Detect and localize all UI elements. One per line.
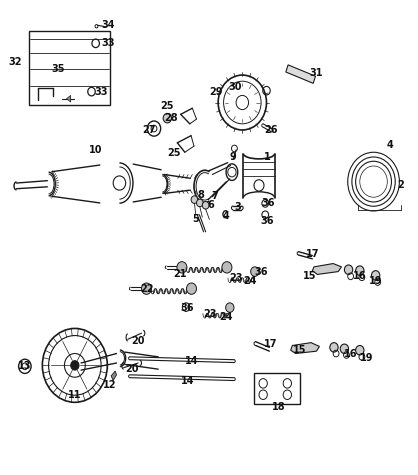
Text: 25: 25 <box>167 148 180 158</box>
Text: 26: 26 <box>265 124 278 134</box>
Circle shape <box>142 283 151 294</box>
Text: 16: 16 <box>353 271 367 281</box>
Text: 4: 4 <box>387 140 394 150</box>
Text: 28: 28 <box>164 113 178 123</box>
Text: 14: 14 <box>181 376 194 386</box>
Circle shape <box>226 303 234 313</box>
Text: 27: 27 <box>142 124 155 134</box>
Text: 36: 36 <box>261 199 275 209</box>
Polygon shape <box>66 95 71 102</box>
Circle shape <box>356 345 364 355</box>
Text: 18: 18 <box>272 402 286 412</box>
Circle shape <box>191 196 198 203</box>
Text: 19: 19 <box>360 353 373 363</box>
Circle shape <box>71 361 79 370</box>
Text: 13: 13 <box>18 361 32 371</box>
Circle shape <box>356 266 364 275</box>
Polygon shape <box>312 264 342 275</box>
Text: 17: 17 <box>264 339 278 349</box>
Text: 23: 23 <box>229 273 243 283</box>
Text: 5: 5 <box>192 214 199 224</box>
Text: 34: 34 <box>102 20 115 30</box>
Circle shape <box>344 265 353 275</box>
Text: 3: 3 <box>235 202 242 212</box>
Text: 10: 10 <box>89 145 102 155</box>
Text: 33: 33 <box>94 86 107 96</box>
Text: 15: 15 <box>293 345 306 355</box>
Text: 20: 20 <box>131 336 145 346</box>
Text: 24: 24 <box>243 276 257 286</box>
Text: 36: 36 <box>260 216 274 226</box>
Circle shape <box>163 114 171 123</box>
Text: 36: 36 <box>181 303 194 313</box>
Text: 8: 8 <box>197 190 204 200</box>
Text: 17: 17 <box>306 249 319 259</box>
Circle shape <box>177 262 187 273</box>
Text: 20: 20 <box>125 364 139 374</box>
Text: 25: 25 <box>160 101 173 111</box>
Text: 11: 11 <box>68 390 82 400</box>
Text: 31: 31 <box>310 67 323 78</box>
Circle shape <box>196 199 203 207</box>
Polygon shape <box>286 65 316 83</box>
Text: 21: 21 <box>173 269 186 279</box>
Text: 22: 22 <box>140 284 153 294</box>
Text: 2: 2 <box>397 180 404 190</box>
Circle shape <box>202 201 209 209</box>
Text: 1: 1 <box>264 152 271 162</box>
Circle shape <box>251 267 259 276</box>
Text: 14: 14 <box>185 356 198 366</box>
Text: 16: 16 <box>344 349 357 359</box>
Text: 7: 7 <box>212 191 219 201</box>
Text: 19: 19 <box>369 276 382 286</box>
Circle shape <box>372 271 380 280</box>
Polygon shape <box>291 342 319 353</box>
Circle shape <box>222 262 232 273</box>
Bar <box>29 31 110 105</box>
Circle shape <box>340 344 349 353</box>
Text: 4: 4 <box>222 211 229 221</box>
Polygon shape <box>111 371 117 380</box>
Circle shape <box>330 342 338 352</box>
Text: 24: 24 <box>219 312 232 322</box>
Text: 30: 30 <box>228 82 242 92</box>
Bar <box>254 373 300 404</box>
Circle shape <box>186 283 196 294</box>
Text: 29: 29 <box>210 86 223 96</box>
Text: 36: 36 <box>254 266 268 276</box>
Text: 9: 9 <box>230 152 237 162</box>
Text: 32: 32 <box>8 57 22 67</box>
Text: 35: 35 <box>51 65 65 75</box>
Text: 6: 6 <box>208 200 214 210</box>
Text: 23: 23 <box>203 309 217 319</box>
Text: 12: 12 <box>103 380 117 390</box>
Text: 15: 15 <box>303 271 316 281</box>
Text: 33: 33 <box>102 38 115 48</box>
